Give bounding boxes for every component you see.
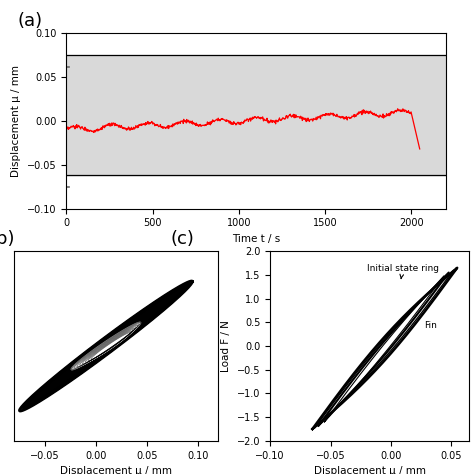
Polygon shape xyxy=(26,286,186,406)
Polygon shape xyxy=(20,282,191,410)
Polygon shape xyxy=(80,327,136,365)
Polygon shape xyxy=(20,282,191,410)
Y-axis label: Displacement μ / mm: Displacement μ / mm xyxy=(11,65,21,177)
Polygon shape xyxy=(28,287,184,405)
Polygon shape xyxy=(26,286,186,406)
Text: (b): (b) xyxy=(0,229,15,247)
Polygon shape xyxy=(77,325,137,367)
Polygon shape xyxy=(22,283,190,410)
Polygon shape xyxy=(85,330,133,362)
Polygon shape xyxy=(21,283,191,410)
Polygon shape xyxy=(23,284,189,408)
Text: Initial state ring: Initial state ring xyxy=(367,264,439,279)
Polygon shape xyxy=(27,287,185,405)
X-axis label: Time t / s: Time t / s xyxy=(232,234,280,244)
Polygon shape xyxy=(22,283,190,409)
Y-axis label: Load F / N: Load F / N xyxy=(221,320,231,372)
Text: (c): (c) xyxy=(171,229,194,247)
Polygon shape xyxy=(27,287,185,405)
Polygon shape xyxy=(20,281,192,411)
X-axis label: Displacement μ / mm: Displacement μ / mm xyxy=(60,466,172,474)
Polygon shape xyxy=(25,285,187,407)
Polygon shape xyxy=(88,331,131,361)
Polygon shape xyxy=(21,282,191,410)
Polygon shape xyxy=(71,322,141,370)
Polygon shape xyxy=(91,333,130,359)
Polygon shape xyxy=(24,284,188,408)
Polygon shape xyxy=(26,285,186,407)
Text: (a): (a) xyxy=(17,12,42,30)
Polygon shape xyxy=(74,324,139,368)
Polygon shape xyxy=(27,287,184,405)
Polygon shape xyxy=(82,328,135,364)
Polygon shape xyxy=(23,283,189,409)
Polygon shape xyxy=(25,285,187,407)
Polygon shape xyxy=(24,284,188,408)
Polygon shape xyxy=(27,286,185,406)
X-axis label: Displacement μ / mm: Displacement μ / mm xyxy=(314,466,426,474)
Polygon shape xyxy=(26,286,186,406)
Polygon shape xyxy=(19,281,192,411)
Polygon shape xyxy=(19,281,192,411)
Text: Fin: Fin xyxy=(425,321,438,330)
Polygon shape xyxy=(28,287,184,405)
Polygon shape xyxy=(24,284,188,408)
Polygon shape xyxy=(22,283,190,409)
Polygon shape xyxy=(21,282,191,410)
Polygon shape xyxy=(23,283,189,409)
Polygon shape xyxy=(25,285,187,407)
